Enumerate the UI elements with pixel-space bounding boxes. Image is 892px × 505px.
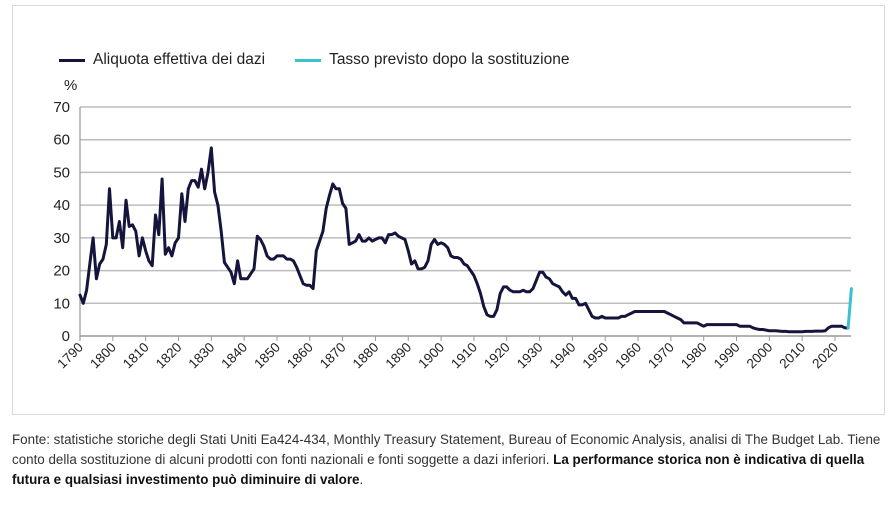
chart-panel: 0 10 20 30 40 50 60 70 1790 1800 1810 1820 1830 1840 1…	[12, 5, 885, 415]
y-axis-unit: %	[64, 77, 78, 94]
x-tick-label: 2000	[744, 340, 776, 372]
footer-end: .	[359, 472, 364, 487]
x-tick-label: 1800	[87, 340, 119, 372]
x-tick-label: 2010	[776, 340, 808, 372]
x-tick-label: 1790	[54, 340, 86, 372]
source-text: Fonte: statistiche storiche degli Stati …	[12, 432, 881, 467]
y-tick-label: 20	[53, 263, 70, 280]
x-tick-label: 1990	[711, 340, 743, 372]
y-tick-label: 70	[53, 99, 70, 116]
y-tick-label: 0	[62, 328, 70, 345]
x-tick-label: 1880	[350, 340, 382, 372]
x-tick-label: 2020	[809, 340, 841, 372]
legend: Aliquota effettiva dei dazi Tasso previs…	[59, 51, 569, 69]
legend-item-projected-rate: Tasso previsto dopo la sostituzione	[295, 51, 569, 69]
y-tick-label: 10	[53, 295, 70, 312]
x-tick-label: 1970	[645, 340, 677, 372]
x-tick-label: 1940	[547, 340, 579, 372]
legend-label: Aliquota effettiva dei dazi	[93, 51, 266, 68]
y-tick-label: 50	[53, 164, 70, 181]
source-note: Fonte: statistiche storiche degli Stati …	[12, 430, 882, 490]
legend-label: Tasso previsto dopo la sostituzione	[329, 51, 570, 68]
series-line-projected-rate	[846, 287, 853, 330]
x-tick-label: 1850	[251, 340, 283, 372]
y-tick-label: 40	[53, 197, 70, 214]
legend-item-effective-rate: Aliquota effettiva dei dazi	[59, 51, 265, 69]
legend-swatch	[59, 58, 85, 62]
x-tick-label: 1820	[153, 340, 185, 372]
x-tick-label: 1890	[383, 340, 415, 372]
x-tick-label: 1930	[514, 340, 546, 372]
legend-swatch	[295, 58, 322, 62]
x-tick-label: 1830	[186, 340, 218, 372]
x-tick-label: 1980	[678, 340, 710, 372]
x-tick-label: 1920	[481, 340, 513, 372]
y-tick-label: 60	[53, 132, 70, 149]
x-tick-label: 1900	[415, 340, 447, 372]
x-tick-label: 1810	[120, 340, 152, 372]
disclaimer: La performance storica non è indicativa …	[12, 452, 865, 487]
x-tick-label: 1950	[579, 340, 611, 372]
x-tick-label: 1870	[317, 340, 349, 372]
x-tick-label: 1840	[218, 340, 250, 372]
series-line-effective-rate	[78, 146, 850, 334]
x-tick-label: 1860	[284, 340, 316, 372]
x-tick-label: 1910	[448, 340, 480, 372]
x-tick-label: 1960	[612, 340, 644, 372]
y-tick-label: 30	[53, 230, 70, 247]
